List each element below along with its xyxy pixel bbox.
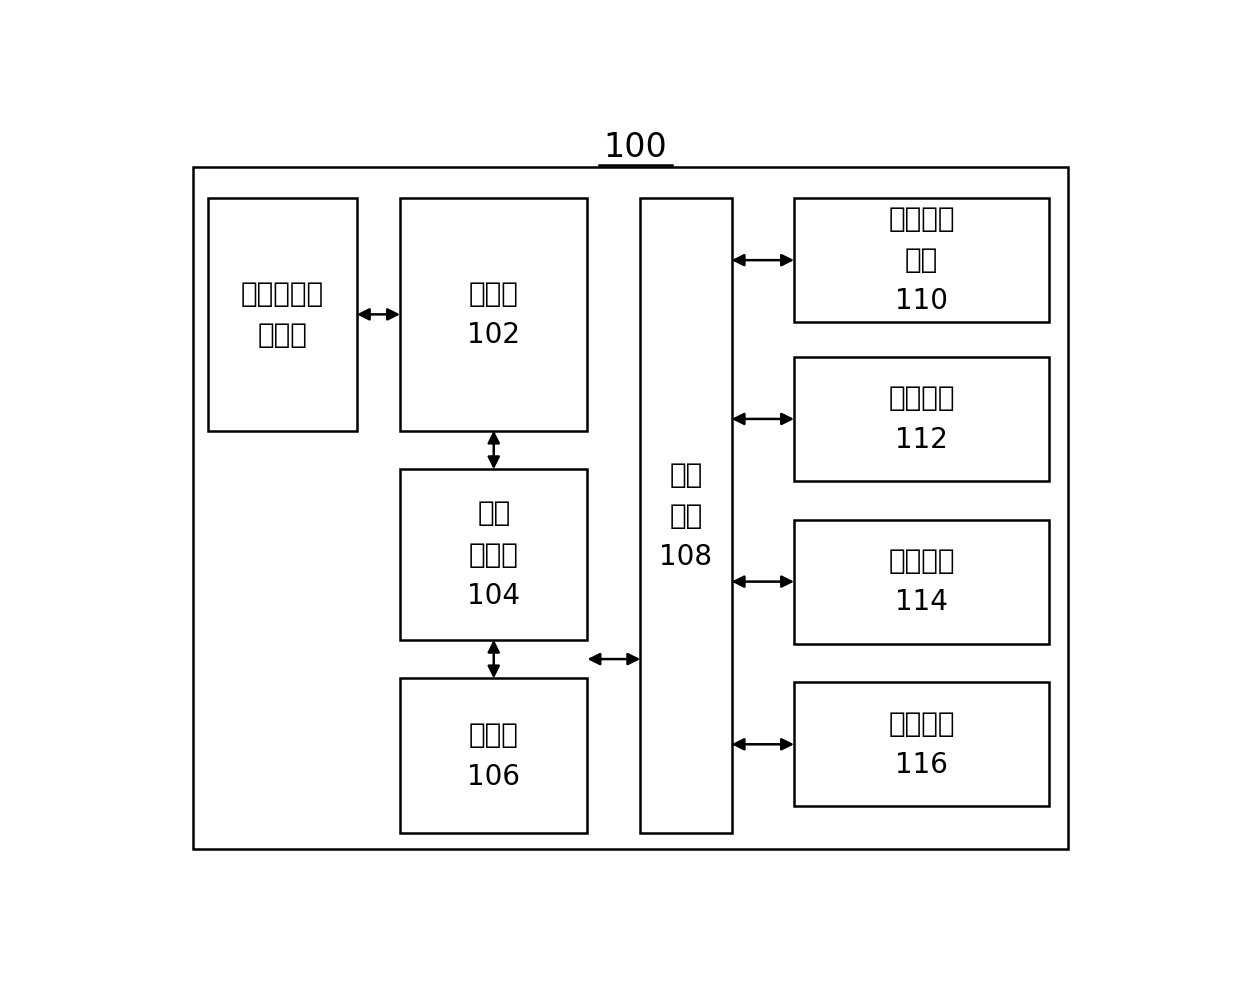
Text: 存储器
102: 存储器 102: [467, 280, 521, 349]
Bar: [794, 682, 1049, 806]
Text: 焦虑状态检
测装置: 焦虑状态检 测装置: [241, 280, 324, 349]
Bar: [401, 469, 588, 640]
Text: 显示模块
114: 显示模块 114: [888, 547, 955, 617]
Text: 处理器
106: 处理器 106: [467, 721, 521, 791]
Bar: [401, 198, 588, 431]
Bar: [794, 520, 1049, 644]
Bar: [640, 198, 732, 833]
Text: 射频模块
116: 射频模块 116: [888, 709, 955, 779]
Text: 100: 100: [604, 132, 667, 164]
Text: 存储
控制器
104: 存储 控制器 104: [467, 499, 521, 610]
Text: 输入输出
模块
110: 输入输出 模块 110: [888, 205, 955, 315]
Text: 音频模块
112: 音频模块 112: [888, 384, 955, 454]
Text: 外设
接口
108: 外设 接口 108: [660, 461, 713, 571]
Bar: [794, 198, 1049, 322]
Bar: [794, 357, 1049, 481]
Bar: [193, 167, 1068, 849]
Bar: [208, 198, 357, 431]
Bar: [401, 678, 588, 833]
